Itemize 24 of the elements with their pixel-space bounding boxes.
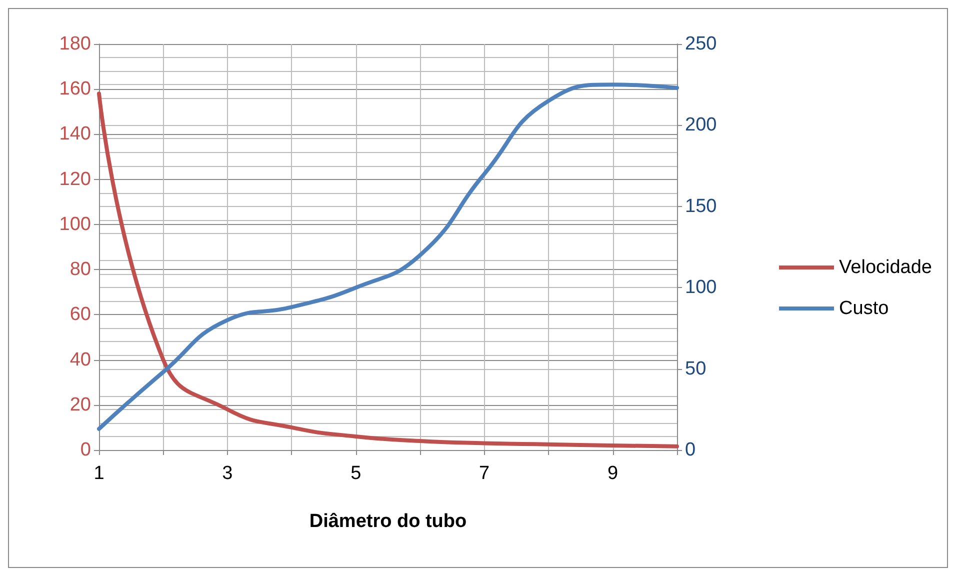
legend-label: Custo <box>839 298 889 319</box>
y-tick-label: 100 <box>59 214 91 235</box>
x-tick-label: 7 <box>479 463 490 484</box>
y-tick-label: 20 <box>70 394 91 416</box>
y-tick-label: 60 <box>70 304 91 326</box>
y-tick-label: 140 <box>59 124 91 145</box>
y-tick-label: 160 <box>59 78 91 100</box>
x-tick-label: 1 <box>94 463 104 484</box>
x-tick-label: 3 <box>222 463 233 484</box>
y-tick-label: 40 <box>70 349 91 370</box>
legend-label: Velocidade <box>839 257 932 278</box>
y2-tick-label: 250 <box>685 34 717 54</box>
x-tick-label: 9 <box>607 463 618 484</box>
y2-tick-label: 50 <box>685 358 706 380</box>
x-axis-title: Diâmetro do tubo <box>309 511 467 532</box>
y2-tick-label: 200 <box>685 114 717 136</box>
y-tick-label: 180 <box>59 34 91 54</box>
x-tick-label: 5 <box>350 463 362 484</box>
y-tick-label: 0 <box>80 440 91 460</box>
y2-tick-label: 100 <box>685 277 717 298</box>
y2-tick-label: 150 <box>685 196 717 217</box>
y-tick-label: 80 <box>70 259 91 280</box>
y-tick-label: 120 <box>59 168 91 190</box>
y2-tick-label: 0 <box>685 440 696 460</box>
